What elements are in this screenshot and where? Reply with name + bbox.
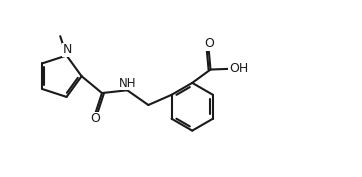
Text: NH: NH xyxy=(119,77,137,90)
Text: O: O xyxy=(91,112,101,125)
Text: O: O xyxy=(204,37,214,50)
Text: OH: OH xyxy=(229,62,248,75)
Text: N: N xyxy=(63,43,72,56)
